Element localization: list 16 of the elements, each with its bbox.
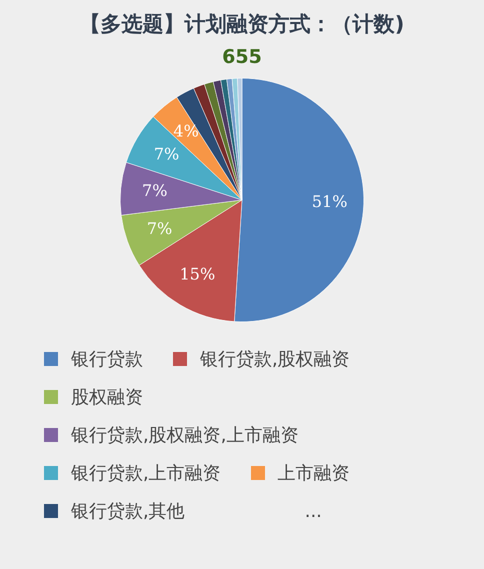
data-label: 15% xyxy=(180,264,216,284)
chart-title: 【多选题】计划融资方式：（计数) xyxy=(78,11,406,38)
legend-label: 上市融资 xyxy=(278,462,350,485)
chart-subtitle: 655 xyxy=(221,46,263,70)
legend-label: 银行贷款,其他 xyxy=(71,500,185,523)
data-label: 51% xyxy=(312,192,348,211)
legend-label: 银行贷款,股权融资 xyxy=(200,348,350,371)
legend-label: 银行贷款,上市融资 xyxy=(71,462,221,485)
data-label: 7% xyxy=(142,180,168,200)
data-label: 7% xyxy=(154,144,180,164)
legend-label: 银行贷款 xyxy=(71,348,143,371)
data-label: 7% xyxy=(146,218,172,238)
data-label: 4% xyxy=(173,122,199,141)
legend-label: 银行贷款,股权融资,上市融资 xyxy=(71,424,298,447)
legend-label: 股权融资 xyxy=(71,386,143,409)
text: ... xyxy=(304,500,322,524)
